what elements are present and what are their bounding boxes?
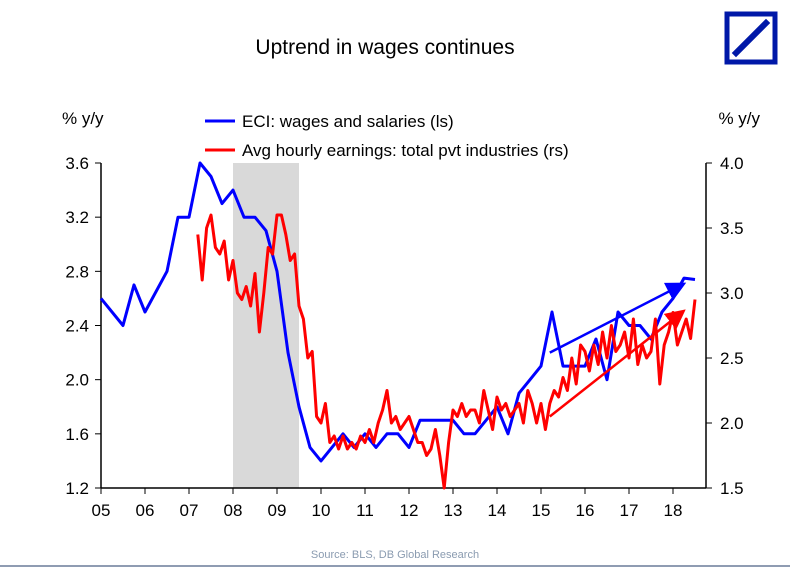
deutsche-bank-logo <box>724 11 778 65</box>
source-note: Source: BLS, DB Global Research <box>311 549 479 561</box>
right-tick-label: 2.0 <box>720 414 744 433</box>
x-tick-label: 10 <box>312 501 331 520</box>
legend-label-ahe: Avg hourly earnings: total pvt industrie… <box>242 141 569 160</box>
x-tick-label: 16 <box>576 501 595 520</box>
x-tick-label: 13 <box>444 501 463 520</box>
right-tick-label: 2.5 <box>720 349 744 368</box>
right-axis-unit-label: % y/y <box>718 109 760 128</box>
chart-title: Uptrend in wages continues <box>255 36 514 59</box>
eci-trend-arrow <box>549 282 687 354</box>
left-tick-label: 3.2 <box>65 208 89 227</box>
left-tick-label: 2.8 <box>65 262 89 281</box>
x-tick-label: 18 <box>664 501 683 520</box>
x-tick-label: 08 <box>224 501 243 520</box>
legend: ECI: wages and salaries (ls) Avg hourly … <box>205 112 569 160</box>
x-tick-label: 09 <box>268 501 287 520</box>
right-tick-label: 1.5 <box>720 479 744 498</box>
left-axis-unit-label: % y/y <box>62 109 104 128</box>
x-tick-label: 05 <box>92 501 111 520</box>
ahe-trend-arrow <box>549 309 686 418</box>
right-tick-label: 3.0 <box>720 284 744 303</box>
left-tick-label: 3.6 <box>65 154 89 173</box>
x-tick-label: 11 <box>356 501 374 520</box>
series-line-ahe <box>196 213 697 490</box>
legend-label-eci: ECI: wages and salaries (ls) <box>242 112 454 131</box>
x-tick-label: 17 <box>620 501 639 520</box>
series-line-eci <box>99 161 696 463</box>
x-tick-label: 12 <box>400 501 419 520</box>
left-tick-label: 1.2 <box>65 479 89 498</box>
x-tick-label: 06 <box>136 501 155 520</box>
right-tick-label: 3.5 <box>720 219 744 238</box>
plot-area: 1.2 1.6 2.0 2.4 2.8 3.2 3.6 1.5 2.0 2.5 3.0 3.5 4.0 0… <box>65 154 743 520</box>
x-tick-label: 07 <box>180 501 199 520</box>
left-tick-label: 2.4 <box>65 317 89 336</box>
right-tick-label: 4.0 <box>720 154 744 173</box>
left-tick-label: 2.0 <box>65 371 89 390</box>
x-tick-label: 14 <box>488 501 507 520</box>
x-tick-label: 15 <box>532 501 551 520</box>
left-tick-label: 1.6 <box>65 425 89 444</box>
